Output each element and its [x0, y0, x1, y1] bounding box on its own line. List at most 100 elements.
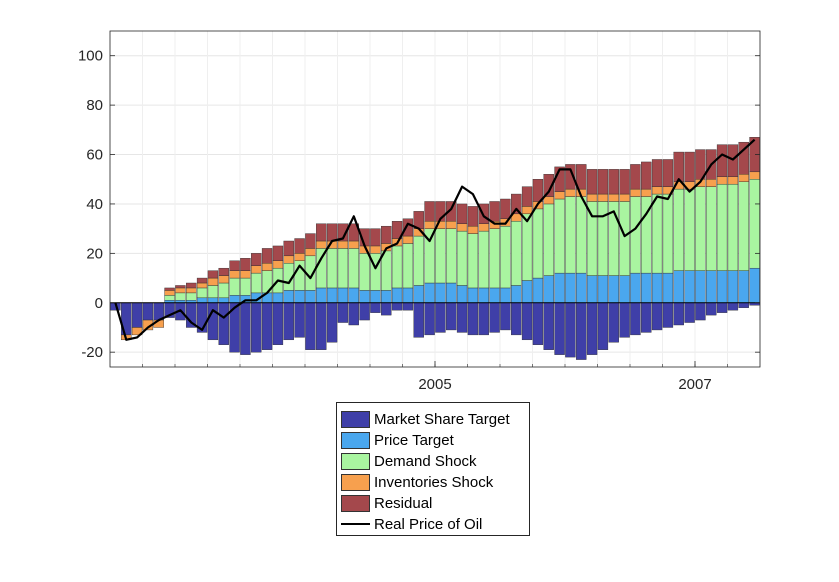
legend-label: Market Share Target — [374, 410, 510, 428]
legend-label: Residual — [374, 494, 433, 512]
bar-segment — [727, 302, 739, 311]
bar-segment — [251, 265, 262, 274]
bar-segment — [565, 196, 576, 274]
bar-segment — [240, 270, 251, 279]
bar-segment — [738, 270, 749, 303]
bar-segment — [305, 302, 316, 350]
bar-segment — [467, 206, 479, 227]
bar-segment — [543, 196, 554, 205]
bar-segment — [337, 248, 349, 289]
bar-segment — [543, 203, 554, 276]
bar-segment — [597, 193, 609, 202]
bar-segment — [651, 302, 663, 331]
bar-segment — [142, 302, 154, 321]
bar-segment — [186, 282, 197, 289]
x-tick-label: 2007 — [678, 376, 711, 393]
legend-item-price-target: Price Target — [341, 430, 454, 450]
bar-segment — [500, 287, 511, 303]
bar-segment — [716, 270, 728, 303]
bar-segment — [576, 196, 587, 274]
bar-segment — [543, 302, 554, 350]
bar-segment — [565, 302, 576, 358]
bar-segment — [641, 161, 652, 190]
y-tick-label: 0 — [95, 295, 103, 312]
bar-segment — [695, 149, 706, 180]
bar-segment — [521, 213, 533, 281]
bar-segment — [229, 277, 240, 296]
bar-segment — [240, 302, 251, 355]
legend-label: Price Target — [374, 431, 454, 449]
bar-segment — [695, 270, 706, 303]
bar-segment — [554, 198, 565, 274]
bar-segment — [218, 282, 229, 299]
bar-segment — [229, 270, 240, 279]
bar-segment — [749, 179, 760, 269]
bar-segment — [478, 287, 489, 303]
bar-segment — [716, 302, 728, 313]
bar-segment — [359, 302, 370, 321]
bar-segment — [305, 248, 316, 257]
bar-segment — [381, 225, 392, 244]
bar-segment — [586, 193, 598, 202]
y-tick-label: 20 — [86, 245, 103, 262]
bar-segment — [413, 235, 424, 286]
bar-segment — [608, 193, 619, 202]
bar-segment — [456, 203, 468, 224]
bar-segment — [489, 201, 500, 222]
bar-segment — [511, 302, 522, 336]
bar-segment — [489, 287, 500, 303]
bar-segment — [738, 141, 749, 175]
bar-segment — [272, 260, 284, 269]
bar-segment — [543, 275, 554, 303]
bar-segment — [532, 277, 544, 303]
bar-segment — [554, 302, 565, 355]
bar-segment — [619, 193, 630, 202]
bar-segment — [218, 267, 229, 276]
bar-segment — [272, 245, 284, 261]
bar-segment — [186, 287, 197, 294]
bar-segment — [727, 183, 739, 271]
bar-segment — [424, 201, 435, 222]
bar-segment — [662, 193, 674, 274]
bar-segment — [489, 302, 500, 333]
bar-segment — [511, 193, 522, 215]
bar-segment — [402, 243, 414, 289]
bar-segment — [532, 302, 544, 345]
bar-segment — [651, 186, 663, 195]
bar-segment — [586, 302, 598, 355]
bar-segment — [684, 270, 695, 303]
bar-segment — [467, 225, 479, 234]
bar-segment — [565, 272, 576, 303]
legend-item-inventories-shock: Inventories Shock — [341, 472, 493, 492]
bar-segment — [673, 270, 684, 303]
legend-swatch — [341, 494, 370, 512]
legend-item-market-share-target: Market Share Target — [341, 409, 510, 429]
bar-segment — [283, 255, 294, 264]
bar-segment — [662, 272, 674, 303]
bar-segment — [695, 302, 706, 321]
bar-segment — [619, 201, 630, 276]
bar-segment — [727, 176, 739, 185]
bar-segment — [619, 302, 630, 338]
bar-segment — [424, 282, 435, 303]
bar-segment — [261, 263, 273, 271]
bar-segment — [207, 297, 219, 303]
bar-segment — [348, 248, 359, 289]
bar-segment — [738, 302, 749, 308]
bar-segment — [586, 275, 598, 303]
bar-segment — [738, 174, 749, 182]
legend-line-swatch — [341, 523, 370, 525]
bar-segment — [565, 164, 576, 190]
bar-segment — [456, 285, 468, 303]
bar-segment — [641, 188, 652, 197]
bar-segment — [543, 174, 554, 197]
bar-segment — [651, 272, 663, 303]
bar-segment — [261, 248, 273, 264]
bar-segment — [294, 290, 305, 303]
bar-segment — [272, 302, 284, 345]
bar-segment — [565, 188, 576, 197]
bar-segment — [630, 188, 641, 197]
bar-segment — [619, 275, 630, 303]
bar-segment — [511, 285, 522, 303]
bar-segment — [435, 228, 446, 284]
